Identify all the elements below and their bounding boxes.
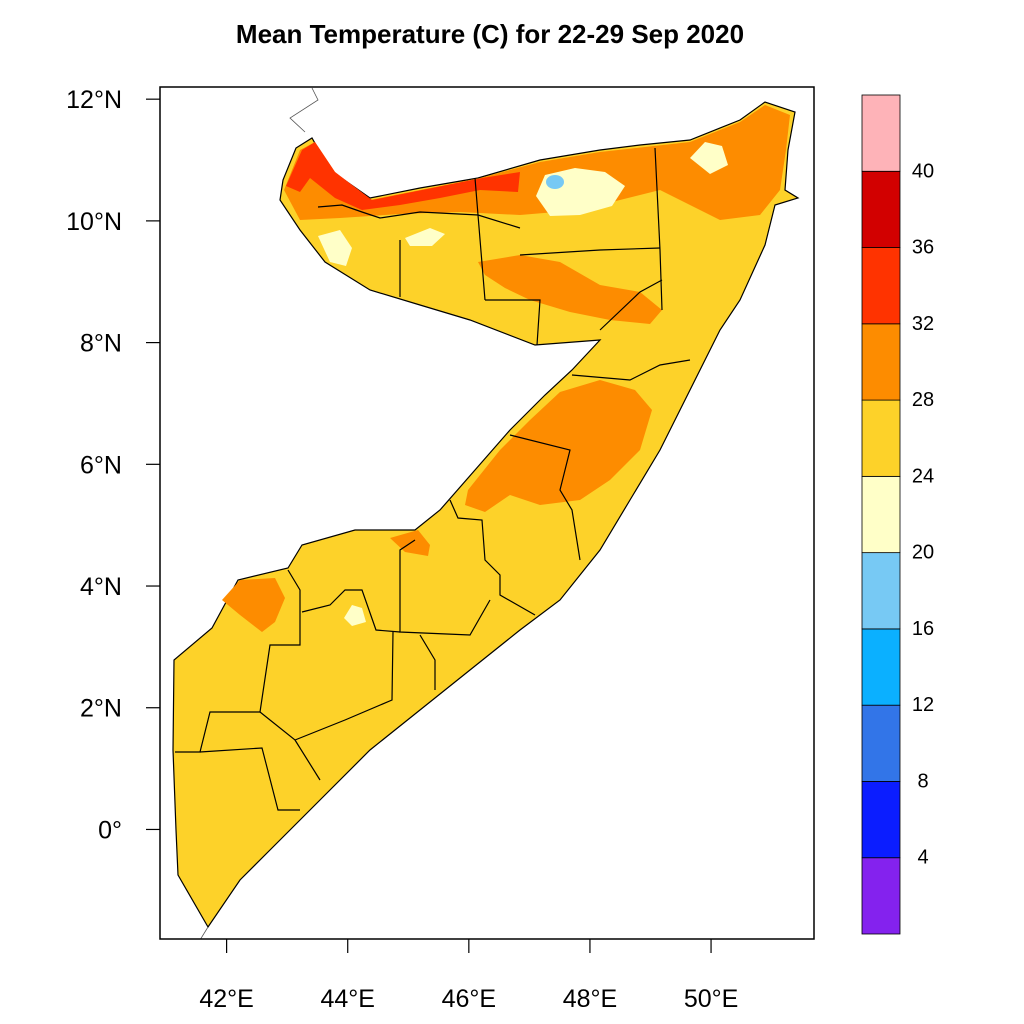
warm-zone-north-central (478, 255, 662, 324)
colorbar-bin (861, 857, 901, 935)
colorbar: 4 8 12 16 20 24 28 32 36 40 (861, 94, 934, 935)
colorbar-label: 4 (917, 847, 928, 869)
y-tick-label: 10°N (66, 208, 122, 236)
colorbar-label: 32 (912, 313, 934, 335)
map-title: Mean Temperature (C) for 22-29 Sep 2020 (236, 19, 744, 49)
somalia-landmass (172, 101, 800, 929)
colorbar-bin (861, 247, 901, 325)
colorbar-label: 16 (912, 618, 934, 640)
colorbar-label: 24 (912, 465, 934, 487)
x-tick-label: 46°E (442, 985, 496, 1013)
colorbar-label: 36 (912, 237, 934, 259)
colorbar-bin (861, 628, 901, 706)
map-area (172, 87, 800, 939)
colorbar-bin (861, 475, 901, 554)
colorbar-label: 20 (912, 542, 934, 564)
cool-patch-east-tip (690, 142, 728, 174)
colorbar-bin (861, 552, 901, 630)
warm-zone-south-west (222, 578, 285, 632)
colorbar-bin (861, 704, 901, 782)
cool-patch-south (344, 605, 366, 626)
y-axis: 12°N 10°N 8°N 6°N 4°N 2°N 0° (66, 86, 160, 844)
blue-patch (546, 175, 564, 189)
hot-zone-coast (286, 142, 520, 210)
colorbar-bin (861, 399, 901, 477)
y-tick-label: 4°N (80, 573, 122, 601)
colorbar-label: 40 (912, 160, 934, 182)
y-tick-label: 8°N (80, 330, 122, 358)
x-axis: 42°E 44°E 46°E 48°E 50°E (199, 939, 738, 1013)
colorbar-bin (861, 781, 901, 859)
map-frame (159, 86, 815, 940)
colorbar-label: 28 (912, 389, 934, 411)
y-tick-label: 2°N (80, 695, 122, 723)
y-tick-label: 12°N (66, 86, 122, 114)
warm-zone-north-coast (284, 105, 790, 220)
x-tick-label: 42°E (199, 985, 253, 1013)
neighbor-boundaries (200, 87, 319, 939)
y-tick-label: 6°N (80, 451, 122, 479)
x-tick-label: 48°E (563, 985, 617, 1013)
x-tick-label: 44°E (320, 985, 374, 1013)
cool-patch-north-mid (405, 228, 445, 246)
y-tick-label: 0° (98, 816, 122, 844)
colorbar-bin (861, 323, 901, 401)
x-tick-label: 50°E (684, 985, 738, 1013)
colorbar-label: 8 (917, 770, 928, 792)
region-boundaries (175, 147, 691, 811)
warm-zone-central (465, 380, 652, 512)
colorbar-label: 12 (912, 694, 934, 716)
colorbar-bin (861, 170, 901, 248)
colorbar-bin (861, 94, 901, 172)
cool-patch-west (318, 230, 352, 266)
